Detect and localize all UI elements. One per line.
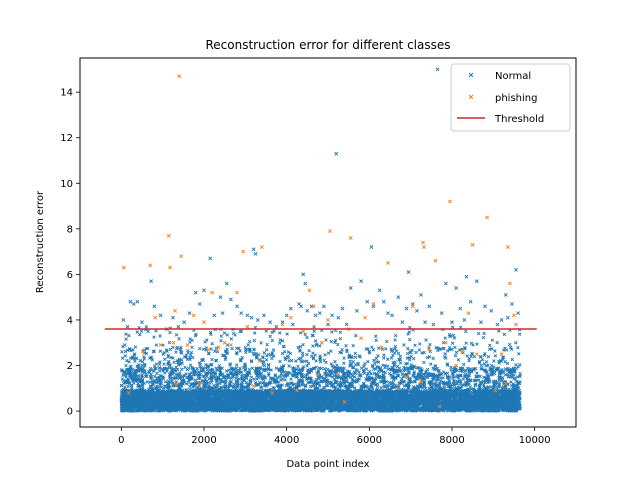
point-normal bbox=[214, 346, 219, 350]
chart-title: Reconstruction error for different class… bbox=[205, 38, 450, 52]
point-normal bbox=[443, 336, 447, 340]
point-normal bbox=[163, 357, 167, 362]
point-normal bbox=[342, 356, 346, 360]
point-normal bbox=[391, 353, 395, 358]
point-normal bbox=[414, 350, 418, 355]
point-normal bbox=[431, 356, 435, 361]
point-normal bbox=[311, 344, 315, 348]
point-normal bbox=[280, 383, 284, 387]
series-normal bbox=[119, 67, 522, 413]
point-normal bbox=[154, 343, 159, 347]
point-normal bbox=[285, 332, 289, 336]
point-normal bbox=[140, 359, 145, 364]
point-normal bbox=[402, 343, 406, 347]
point-normal bbox=[342, 361, 346, 366]
point-normal bbox=[492, 359, 496, 363]
point-normal bbox=[139, 329, 144, 333]
point-normal bbox=[209, 347, 213, 351]
point-normal bbox=[278, 374, 282, 379]
point-normal bbox=[377, 375, 382, 380]
plot-area bbox=[104, 67, 537, 413]
point-normal bbox=[145, 380, 150, 384]
point-normal bbox=[234, 363, 239, 367]
